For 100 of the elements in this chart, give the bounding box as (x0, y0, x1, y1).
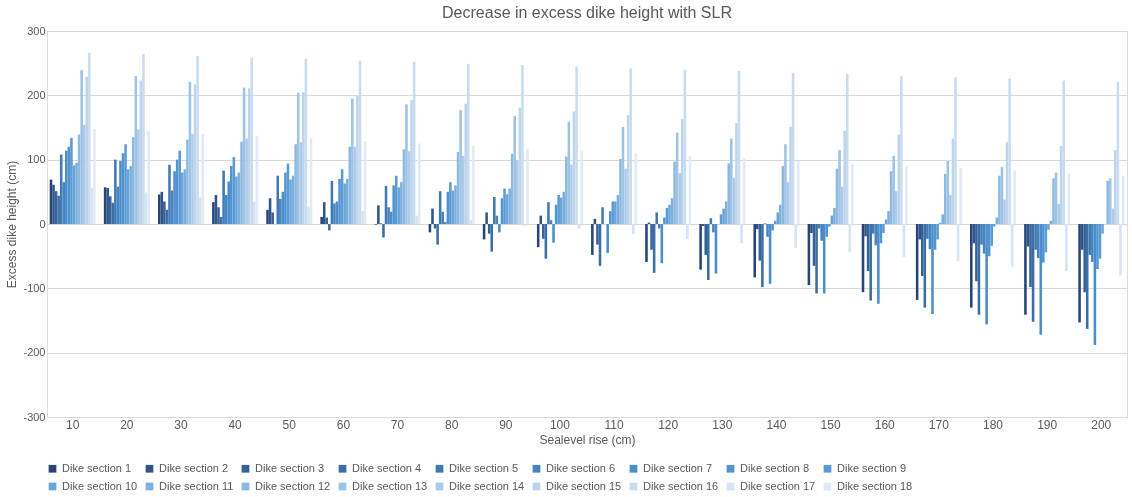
bar (245, 138, 248, 224)
bar (131, 137, 135, 224)
bar (485, 212, 488, 224)
bar (276, 175, 280, 224)
legend-label: Dike section 10 (62, 479, 138, 492)
bar (328, 224, 331, 231)
bar (727, 163, 731, 224)
bar (949, 195, 952, 224)
bar (70, 137, 73, 224)
legend-label: Dike section 18 (837, 479, 913, 492)
bar (147, 131, 150, 224)
bar (124, 144, 127, 224)
bar (998, 175, 1001, 224)
bar (186, 139, 189, 224)
bar (163, 201, 166, 224)
x-tick-label: 180 (983, 417, 1004, 432)
bar (513, 115, 517, 224)
y-tick-label: -200 (23, 346, 46, 359)
bar (266, 209, 269, 224)
bar (624, 168, 627, 224)
bar (1008, 78, 1011, 224)
bar (704, 224, 707, 255)
x-tick-label: 200 (1091, 417, 1112, 432)
bar (137, 129, 140, 224)
bar (212, 202, 215, 224)
bar (1034, 224, 1037, 250)
bar (815, 224, 818, 294)
bar (299, 142, 303, 224)
bar (1062, 80, 1066, 224)
bar (562, 191, 566, 224)
bar (539, 215, 543, 224)
bar (740, 224, 743, 244)
bar (699, 224, 702, 270)
bar (833, 207, 836, 224)
bar (377, 205, 380, 224)
x-tick-label: 150 (820, 417, 841, 432)
bar (776, 212, 780, 224)
bar (1085, 224, 1089, 329)
x-tick-label: 100 (549, 417, 571, 432)
bar (289, 179, 292, 224)
bar (325, 217, 329, 224)
bar (57, 195, 60, 224)
bar (570, 164, 573, 224)
bar (606, 224, 609, 253)
bar (629, 68, 632, 224)
bar (1052, 178, 1055, 224)
bar (784, 144, 787, 224)
bar (838, 150, 841, 224)
bar (441, 211, 444, 224)
bar (631, 224, 635, 235)
bar (1057, 204, 1060, 224)
bar (405, 104, 408, 224)
bar (431, 208, 434, 224)
bar (1065, 224, 1068, 271)
bar (753, 224, 757, 278)
x-tick-label: 10 (66, 417, 80, 432)
bar (345, 178, 349, 224)
bar (565, 156, 568, 224)
bar (655, 212, 658, 224)
bar (810, 224, 813, 234)
bar (985, 224, 988, 325)
bar (887, 211, 890, 224)
bar (619, 159, 622, 224)
x-tick-label: 20 (120, 417, 134, 432)
bar (596, 224, 599, 245)
bar (142, 54, 145, 224)
legend-label: Dike section 9 (837, 461, 907, 474)
x-tick-label: 80 (444, 417, 459, 432)
bar (1119, 224, 1122, 276)
bar (521, 65, 524, 224)
legend-label: Dike section 14 (449, 479, 525, 492)
x-tick-label: 60 (336, 417, 351, 432)
x-tick-label: 190 (1037, 417, 1058, 432)
bar (351, 98, 354, 224)
legend-label: Dike section 7 (643, 461, 713, 474)
bar (845, 74, 849, 224)
bar (1083, 224, 1086, 293)
x-tick-label: 90 (499, 417, 513, 432)
y-tick-label: 300 (27, 24, 46, 37)
bar (542, 224, 545, 239)
bar (52, 184, 55, 224)
y-tick-label: 0 (39, 217, 46, 230)
bar (114, 159, 117, 224)
bar (320, 216, 323, 224)
bar (394, 175, 398, 224)
legend-label: Dike section 1 (62, 461, 132, 474)
bar (722, 208, 725, 224)
bar (1101, 224, 1104, 234)
bar (575, 66, 578, 224)
chart-title: Decrease in excess dike height with SLR (442, 4, 732, 21)
bar (178, 150, 181, 224)
bar (970, 224, 973, 308)
bar (222, 170, 225, 224)
bar (493, 196, 496, 224)
bar (931, 224, 934, 315)
bar (508, 188, 511, 224)
bar (467, 63, 470, 224)
legend-label: Dike section 4 (352, 461, 422, 474)
x-tick-label: 140 (766, 417, 787, 432)
bar (954, 77, 957, 224)
